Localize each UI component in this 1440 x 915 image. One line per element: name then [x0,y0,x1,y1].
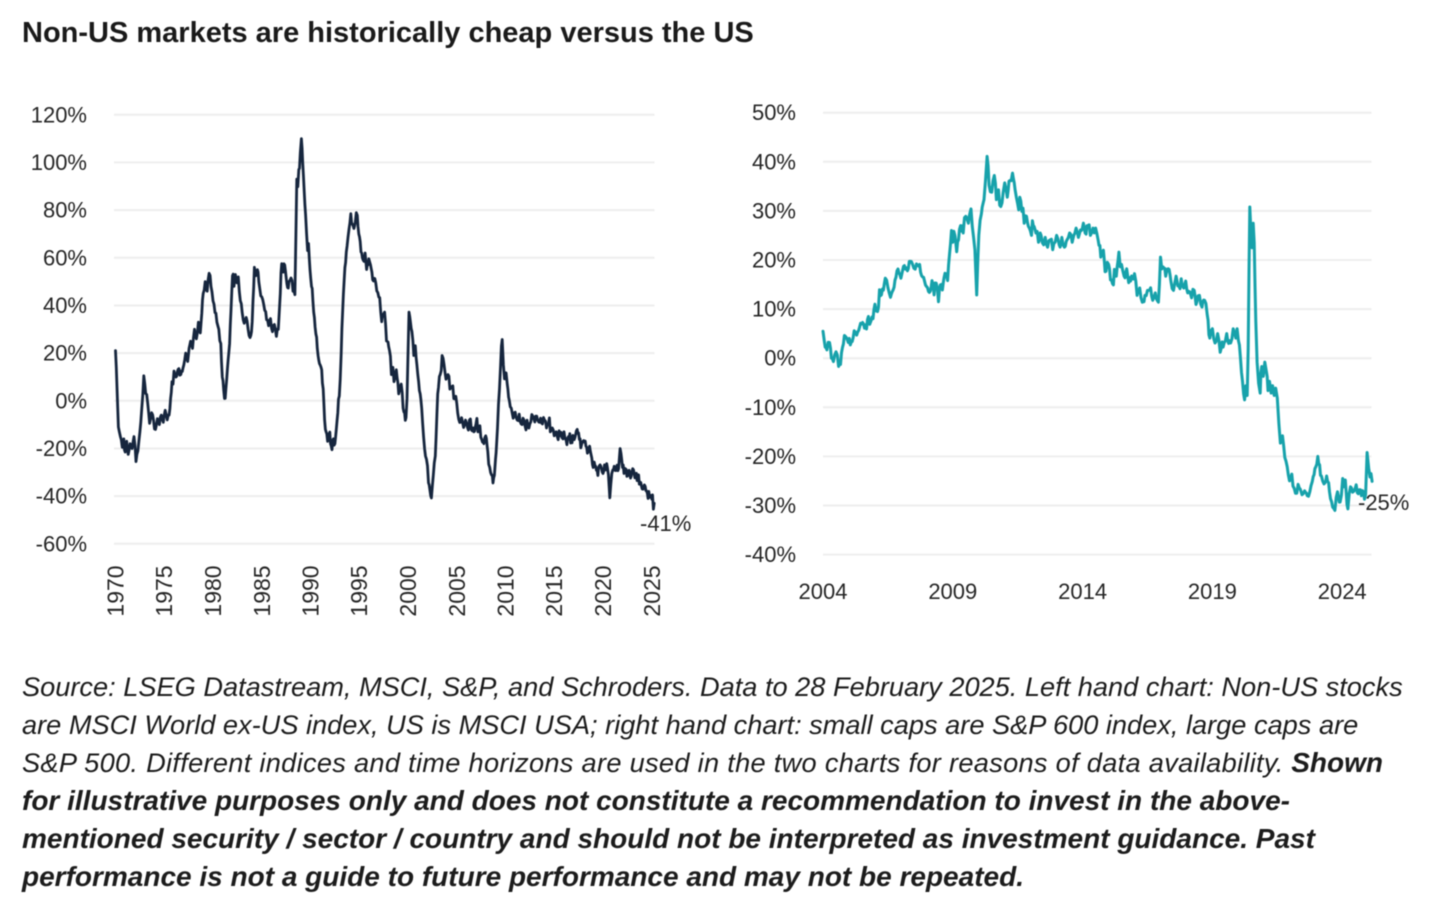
svg-text:100%: 100% [31,150,87,175]
svg-text:-30%: -30% [745,493,796,518]
svg-text:2004: 2004 [799,579,848,604]
svg-text:1995: 1995 [346,565,372,616]
svg-text:10%: 10% [752,297,796,322]
svg-text:60%: 60% [43,245,87,270]
svg-text:40%: 40% [43,293,87,318]
svg-text:-25%: -25% [1358,490,1409,515]
svg-text:2024: 2024 [1318,579,1367,604]
svg-text:0%: 0% [55,388,87,413]
svg-text:-20%: -20% [745,444,796,469]
svg-text:2000: 2000 [395,565,421,616]
svg-text:-10%: -10% [745,395,796,420]
svg-text:2020: 2020 [590,565,616,616]
svg-text:80%: 80% [43,198,87,223]
svg-text:-40%: -40% [745,542,796,567]
svg-text:2014: 2014 [1058,579,1107,604]
svg-text:30%: 30% [752,198,796,223]
svg-text:-60%: -60% [36,531,87,556]
svg-text:0%: 0% [764,346,796,371]
svg-text:20%: 20% [43,341,87,366]
svg-text:2005: 2005 [444,565,470,616]
svg-text:1985: 1985 [249,565,275,616]
svg-text:1970: 1970 [103,565,129,616]
svg-text:2009: 2009 [928,579,977,604]
svg-text:2025: 2025 [639,565,665,616]
svg-text:1980: 1980 [200,565,226,616]
svg-text:20%: 20% [752,248,796,273]
svg-text:2015: 2015 [541,565,567,616]
svg-text:-40%: -40% [36,484,87,509]
svg-text:1990: 1990 [298,565,324,616]
svg-text:-20%: -20% [36,436,87,461]
svg-text:2019: 2019 [1188,579,1237,604]
svg-text:50%: 50% [752,100,796,125]
svg-text:2010: 2010 [493,565,519,616]
svg-text:1975: 1975 [151,565,177,616]
svg-text:-41%: -41% [640,511,691,536]
svg-text:40%: 40% [752,149,796,174]
svg-text:120%: 120% [31,102,87,127]
